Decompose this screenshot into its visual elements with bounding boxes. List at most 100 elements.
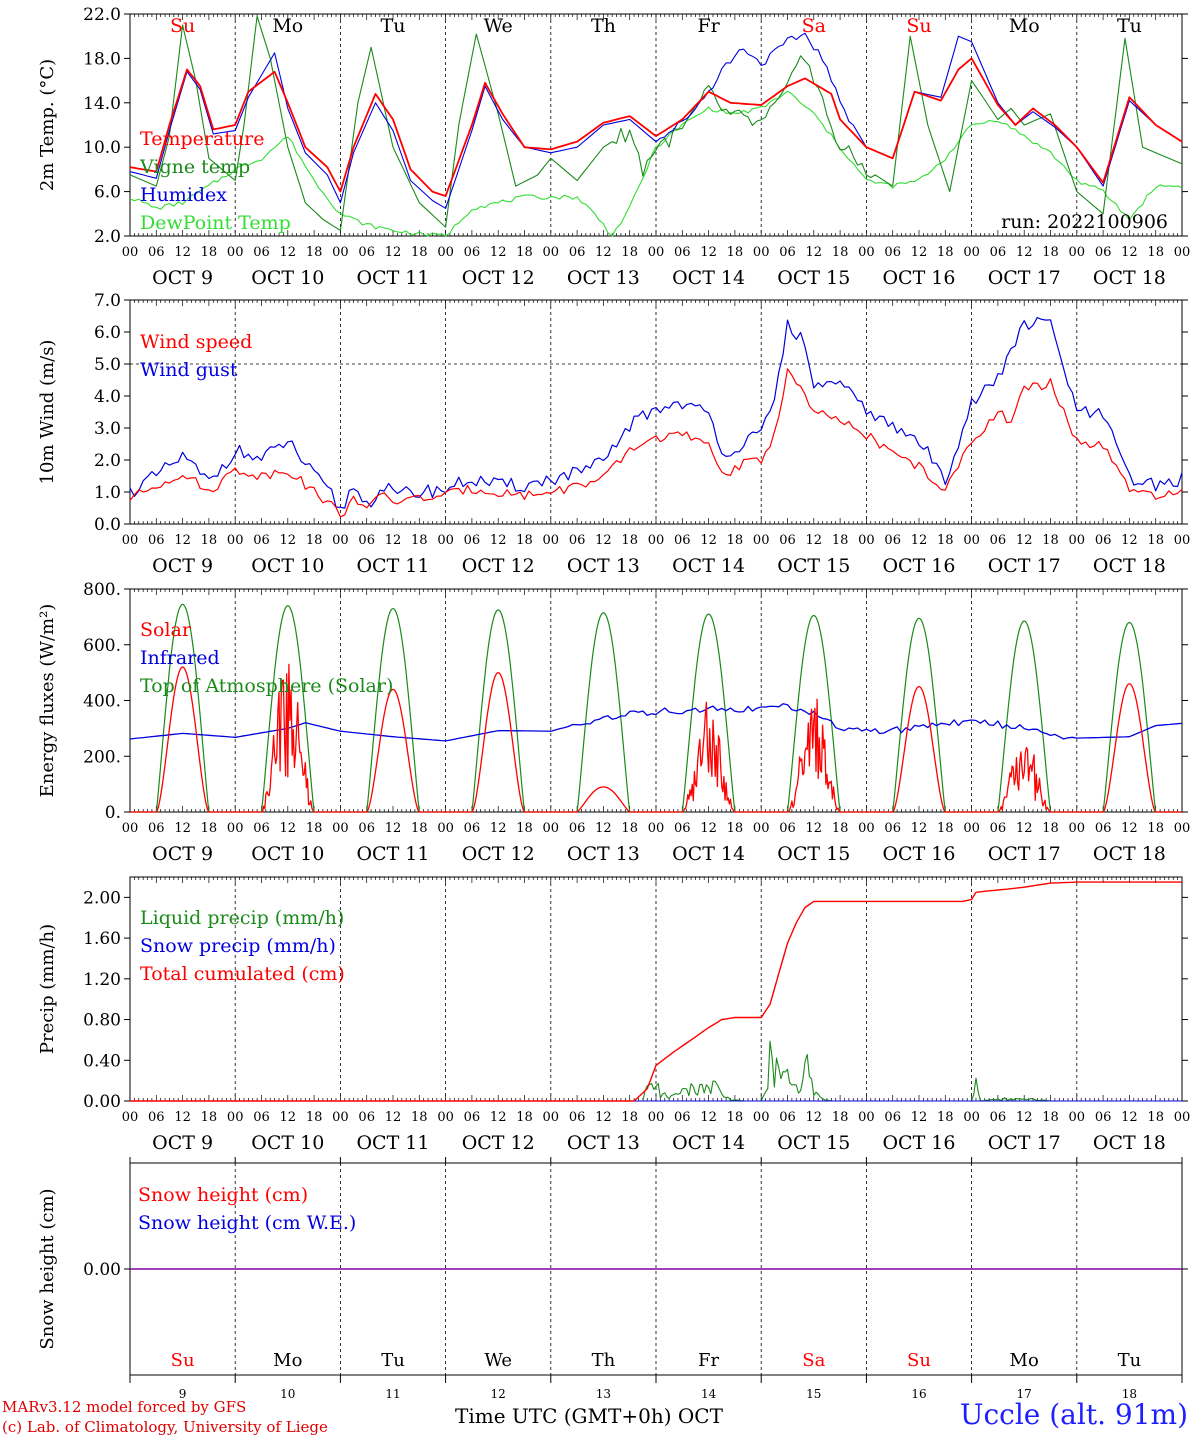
hour-tick-label: 00 — [858, 533, 875, 548]
hour-tick-label: 12 — [595, 821, 612, 836]
date-label: OCT 16 — [882, 1132, 955, 1154]
hour-tick-label: 06 — [990, 821, 1007, 836]
weekday-label: Tu — [1117, 15, 1142, 37]
date-label: OCT 16 — [882, 267, 955, 289]
hour-tick-label: 06 — [569, 821, 586, 836]
hour-tick-label: 00 — [1069, 245, 1086, 260]
hour-tick-label: 00 — [122, 245, 139, 260]
hour-tick-label: 00 — [963, 533, 980, 548]
snow-panel: 0.00 Snow height (cm) Snow height (cm) Snow… — [37, 1157, 1188, 1401]
hour-tick-label: 00 — [543, 1110, 560, 1125]
legend-entry: Wind speed — [140, 331, 252, 353]
hour-tick-label: 06 — [884, 533, 901, 548]
date-label: OCT 10 — [251, 1132, 324, 1154]
hour-tick-label: 06 — [464, 533, 481, 548]
hour-tick-label: 00 — [753, 1110, 770, 1125]
hour-tick-label: 18 — [727, 821, 744, 836]
hour-tick-label: 06 — [674, 245, 691, 260]
hour-tick-label: 06 — [884, 245, 901, 260]
x-axis-title: Time UTC (GMT+0h) OCT — [455, 1404, 723, 1428]
hour-tick-label: 00 — [227, 1110, 244, 1125]
hour-tick-label: 18 — [1042, 821, 1059, 836]
date-label: OCT 15 — [777, 267, 850, 289]
date-label: OCT 17 — [988, 1132, 1061, 1154]
y-tick-label: 2.0 — [94, 227, 121, 247]
hour-tick-label: 00 — [753, 821, 770, 836]
weekday-label: Fr — [698, 1350, 719, 1371]
hour-tick-label: 00 — [648, 245, 665, 260]
hour-tick-label: 12 — [700, 1110, 717, 1125]
hour-tick-label: 12 — [490, 245, 507, 260]
station-label: Uccle (alt. 91m) — [959, 1398, 1188, 1431]
date-label: OCT 11 — [356, 267, 429, 289]
hour-tick-label: 12 — [911, 533, 928, 548]
hour-tick-label: 00 — [648, 1110, 665, 1125]
hour-tick-label: 12 — [700, 533, 717, 548]
y-tick-label: 0.40 — [83, 1051, 121, 1071]
hour-tick-label: 06 — [253, 821, 270, 836]
y-axis-label: 2m Temp. (°C) — [37, 59, 58, 191]
hour-tick-label: 00 — [1174, 821, 1191, 836]
series-line — [129, 317, 1183, 509]
hour-tick-label: 06 — [358, 245, 375, 260]
hour-tick-label: 12 — [1121, 821, 1138, 836]
hour-tick-label: 06 — [569, 1110, 586, 1125]
hour-tick-label: 12 — [1016, 1110, 1033, 1125]
hour-tick-label: 18 — [621, 821, 638, 836]
weekday-label: Tu — [1118, 1350, 1142, 1371]
hour-tick-label: 06 — [253, 1110, 270, 1125]
hour-tick-label: 12 — [1121, 245, 1138, 260]
series-line — [129, 57, 1183, 197]
date-label: OCT 17 — [988, 843, 1061, 865]
y-tick-label: 22.0 — [83, 5, 121, 25]
hour-tick-label: 00 — [437, 533, 454, 548]
hour-tick-label: 06 — [1095, 821, 1112, 836]
date-label: OCT 10 — [251, 555, 324, 577]
hour-tick-label: 00 — [332, 245, 349, 260]
hour-tick-label: 06 — [148, 1110, 165, 1125]
hour-tick-label: 00 — [858, 1110, 875, 1125]
date-label: OCT 18 — [1093, 555, 1166, 577]
date-label: OCT 14 — [672, 267, 745, 289]
hour-tick-label: 00 — [543, 533, 560, 548]
date-label: OCT 14 — [672, 843, 745, 865]
hour-tick-label: 00 — [437, 1110, 454, 1125]
weekday-label: We — [484, 1350, 512, 1371]
legend-entry: Temperature — [140, 128, 264, 150]
hour-tick-label: 18 — [727, 533, 744, 548]
legend-entry: Snow precip (mm/h) — [140, 935, 336, 957]
weekday-label: Mo — [272, 15, 303, 37]
date-label: OCT 15 — [777, 555, 850, 577]
weekday-label: Fr — [697, 15, 720, 37]
hour-tick-label: 12 — [595, 1110, 612, 1125]
hour-tick-label: 18 — [411, 1110, 428, 1125]
date-label: OCT 18 — [1093, 843, 1166, 865]
day-number-label: 13 — [596, 1387, 611, 1401]
series-line — [130, 603, 1182, 813]
hour-tick-label: 12 — [806, 245, 823, 260]
hour-tick-label: 06 — [253, 245, 270, 260]
hour-tick-label: 00 — [963, 1110, 980, 1125]
hour-tick-label: 00 — [648, 533, 665, 548]
hour-tick-label: 18 — [937, 821, 954, 836]
hour-tick-label: 18 — [1147, 821, 1164, 836]
date-label: OCT 14 — [672, 555, 745, 577]
weekday-label: Tu — [381, 1350, 405, 1371]
y-tick-label: 0.0 — [94, 515, 121, 535]
hour-tick-label: 12 — [806, 1110, 823, 1125]
energy-panel: 0. 200. 400. 600. 800. Energy fluxes (W/m²) 00… — [37, 580, 1190, 865]
hour-tick-label: 12 — [280, 533, 297, 548]
hour-tick-label: 12 — [595, 533, 612, 548]
y-tick-label: 7.0 — [94, 291, 121, 311]
date-label: OCT 9 — [152, 555, 213, 577]
date-label: OCT 11 — [356, 843, 429, 865]
legend-entry: Solar — [140, 619, 192, 641]
y-tick-label: 5.0 — [94, 355, 121, 375]
hour-tick-label: 12 — [280, 245, 297, 260]
hour-tick-label: 00 — [858, 821, 875, 836]
hour-tick-label: 12 — [1016, 245, 1033, 260]
legend-entry: DewPoint Temp — [140, 212, 291, 234]
hour-tick-label: 18 — [727, 1110, 744, 1125]
hour-tick-label: 06 — [1095, 533, 1112, 548]
y-axis-label: 10m Wind (m/s) — [37, 340, 58, 485]
